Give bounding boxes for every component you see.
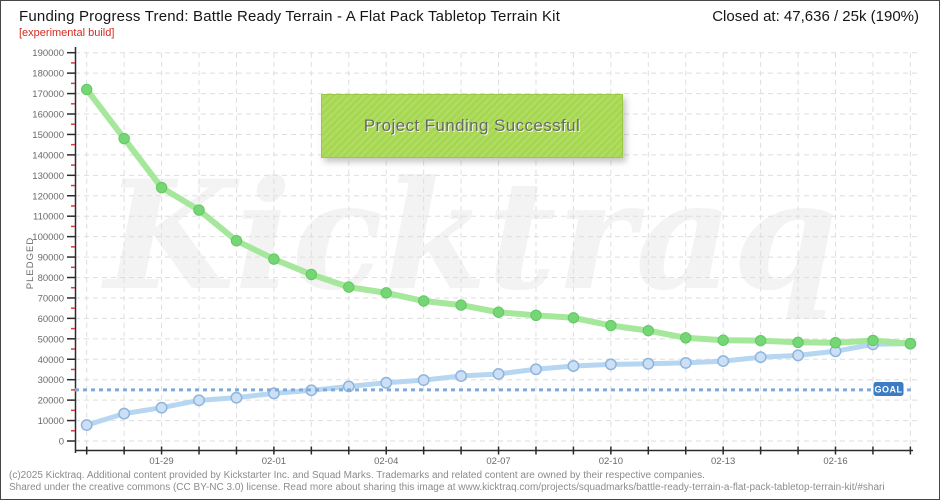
svg-text:02-07: 02-07	[486, 456, 510, 467]
svg-text:60000: 60000	[38, 314, 64, 325]
trend-series	[81, 83, 917, 350]
footer-license-line: Shared under the creative commons (CC BY…	[9, 482, 885, 493]
svg-text:10000: 10000	[38, 416, 64, 427]
y-axis-ticks: 0 10000 20000 30000 40000 50000 60000 70000 8000…	[25, 48, 75, 448]
svg-text:02-10: 02-10	[599, 456, 623, 467]
axes	[74, 47, 913, 453]
pledged-series	[80, 337, 917, 432]
svg-text:02-04: 02-04	[374, 456, 398, 467]
experimental-build-tag: [experimental build]	[19, 27, 115, 39]
svg-text:130000: 130000	[32, 171, 64, 182]
svg-text:01-29: 01-29	[149, 456, 173, 467]
svg-text:GOAL: GOAL	[875, 385, 903, 395]
svg-text:150000: 150000	[32, 130, 64, 141]
svg-text:180000: 180000	[32, 69, 64, 80]
svg-text:50000: 50000	[38, 334, 64, 345]
svg-text:80000: 80000	[38, 273, 64, 284]
goal-badge: GOAL	[872, 381, 905, 397]
svg-text:120000: 120000	[32, 191, 64, 202]
closed-at-stat: Closed at: 47,636 / 25k (190%)	[712, 8, 919, 25]
svg-text:140000: 140000	[32, 150, 64, 161]
svg-text:0: 0	[59, 437, 64, 448]
footer: (c)2025 Kicktraq. Additional content pro…	[9, 470, 885, 494]
svg-text:30000: 30000	[38, 375, 64, 386]
svg-text:02-16: 02-16	[823, 456, 847, 467]
svg-text:100000: 100000	[32, 232, 64, 243]
funding-successful-label: Project Funding Successful	[363, 116, 581, 135]
funding-successful-banner: Project Funding Successful	[321, 94, 623, 158]
svg-text:170000: 170000	[32, 89, 64, 100]
svg-text:70000: 70000	[38, 293, 64, 304]
svg-text:PLEDGED: PLEDGED	[25, 237, 36, 289]
svg-text:160000: 160000	[32, 110, 64, 121]
footer-copyright-line: (c)2025 Kicktraq. Additional content pro…	[9, 470, 705, 481]
svg-text:20000: 20000	[38, 396, 64, 407]
svg-text:90000: 90000	[38, 253, 64, 264]
svg-text:110000: 110000	[33, 212, 64, 223]
x-axis-ticks: 01-29 02-01 02-04 02-07 02-10 02-13 02-16	[85, 446, 912, 467]
svg-text:40000: 40000	[38, 355, 64, 366]
svg-text:02-13: 02-13	[711, 456, 735, 467]
page-title: Funding Progress Trend: Battle Ready Ter…	[19, 8, 561, 25]
svg-text:02-01: 02-01	[262, 456, 286, 467]
svg-text:190000: 190000	[32, 48, 64, 59]
